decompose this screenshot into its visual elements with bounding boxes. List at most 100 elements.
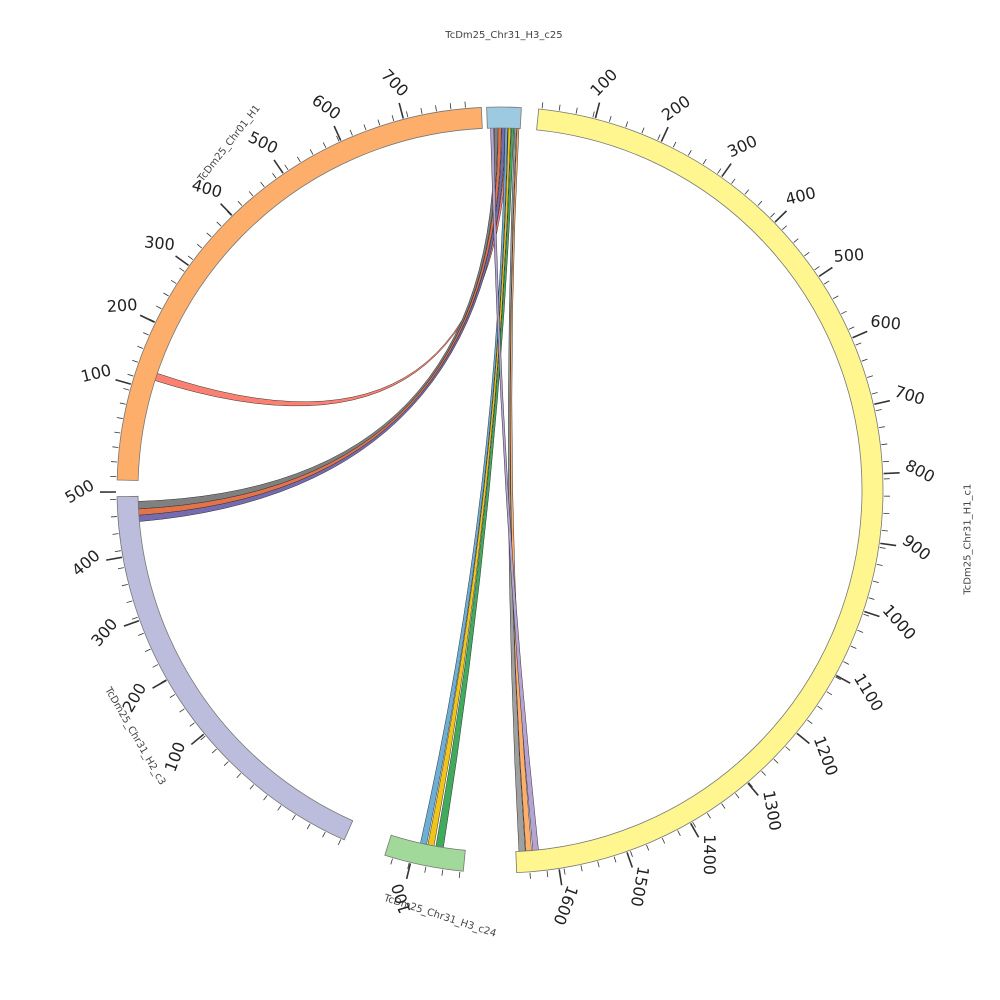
tick-label-tcdm25-chr31-h1-c1-500: 500: [833, 245, 865, 266]
tick-label-tcdm25-chr01-h1-600: 600: [308, 90, 344, 123]
minor-tick: [785, 746, 791, 751]
minor-tick: [435, 105, 437, 112]
major-tick: [818, 266, 833, 278]
minor-tick: [875, 409, 882, 412]
major-tick: [398, 102, 404, 119]
minor-tick: [731, 178, 736, 184]
tick-label-tcdm25-chr31-h2-c3-100: 100: [161, 739, 189, 774]
major-tick: [115, 378, 132, 385]
minor-tick: [757, 200, 763, 206]
minor-tick: [871, 392, 878, 395]
tick-layer: [100, 101, 900, 886]
minor-tick: [119, 402, 126, 405]
minor-tick: [123, 388, 130, 391]
minor-tick: [126, 600, 133, 604]
minor-tick: [260, 181, 265, 188]
major-tick: [123, 619, 140, 627]
minor-tick: [597, 861, 600, 868]
minor-tick: [580, 865, 583, 872]
tick-label-tcdm25-chr01-h1-300: 300: [143, 232, 175, 254]
major-tick: [721, 163, 732, 178]
minor-tick: [211, 748, 217, 754]
major-tick: [747, 782, 759, 796]
minor-tick: [179, 708, 185, 713]
minor-tick: [216, 221, 222, 227]
tick-label-tcdm25-chr01-h1-700: 700: [377, 65, 412, 100]
minor-tick: [458, 871, 461, 878]
minor-tick: [625, 121, 629, 128]
tick-label-tcdm25-chr31-h1-c1-200: 200: [658, 92, 694, 125]
minor-tick: [291, 814, 296, 821]
tick-label-tcdm25-chr31-h1-c1-1000: 1000: [879, 601, 920, 644]
major-tick: [152, 679, 167, 689]
segment-tcdm25-chr31-h3-c25: [486, 106, 522, 129]
tick-label-tcdm25-chr31-h1-c1-600: 600: [869, 311, 902, 333]
minor-tick: [672, 141, 677, 148]
major-tick: [220, 203, 233, 216]
ribbon-tcdm25-chr31-h1-c1-8: [510, 128, 532, 852]
minor-tick: [336, 135, 340, 142]
tick-label-tcdm25-chr31-h2-c3-400: 400: [68, 546, 104, 580]
major-tick: [774, 210, 788, 223]
minor-tick: [868, 597, 875, 600]
major-tick: [626, 852, 634, 868]
tick-label-tcdm25-chr31-h3-c24-100: 100: [388, 881, 415, 916]
minor-tick: [272, 172, 277, 179]
minor-tick: [424, 866, 427, 873]
minor-tick: [735, 793, 740, 799]
segment-tcdm25-chr31-h2-c3: [116, 495, 354, 841]
minor-tick: [155, 305, 162, 310]
minor-tick: [770, 212, 775, 218]
minor-tick: [832, 295, 839, 300]
minor-tick: [263, 795, 268, 801]
major-tick: [175, 255, 190, 267]
ribbon-layer: [137, 127, 539, 852]
minor-tick: [132, 359, 139, 363]
minor-tick: [546, 871, 549, 878]
minor-tick: [464, 101, 466, 108]
tick-label-tcdm25-chr31-h1-c1-400: 400: [783, 183, 817, 209]
tick-label-tcdm25-chr31-h1-c1-1500: 1500: [627, 865, 653, 909]
minor-tick: [223, 761, 229, 766]
segment-tcdm25-chr01-h1: [116, 107, 483, 481]
major-tick: [864, 610, 880, 618]
minor-tick: [609, 116, 612, 123]
major-tick: [835, 674, 851, 684]
minor-tick: [112, 446, 119, 448]
minor-tick: [163, 292, 169, 297]
minor-tick: [826, 691, 833, 696]
minor-tick: [835, 676, 841, 681]
major-tick: [796, 732, 810, 745]
minor-tick: [861, 358, 868, 362]
minor-tick: [807, 719, 813, 724]
major-tick: [106, 556, 123, 561]
tick-label-tcdm25-chr31-h1-c1-700: 700: [892, 382, 927, 409]
minor-tick: [592, 111, 595, 118]
tick-label-tcdm25-chr31-h1-c1-1100: 1100: [850, 670, 887, 715]
minor-tick: [702, 158, 707, 165]
minor-tick: [717, 168, 722, 174]
minor-tick: [363, 124, 367, 131]
minor-tick: [189, 722, 195, 727]
minor-tick: [876, 563, 883, 566]
minor-tick: [196, 243, 203, 249]
minor-tick: [692, 821, 697, 828]
tick-label-tcdm25-chr31-h1-c1-900: 900: [899, 531, 935, 565]
minor-tick: [677, 830, 681, 836]
tick-label-tcdm25-chr31-h1-c1-1600: 1600: [549, 883, 581, 928]
minor-tick: [630, 851, 633, 857]
minor-tick: [131, 616, 138, 620]
minor-tick: [322, 142, 327, 148]
minor-tick: [541, 102, 544, 109]
minor-tick: [773, 758, 779, 764]
minor-tick: [284, 164, 289, 171]
minor-tick: [337, 839, 342, 846]
minor-tick: [277, 805, 282, 811]
minor-tick: [420, 108, 423, 115]
segment-name-tcdm25-chr31-h3-c25: TcDm25_Chr31_H3_c25: [444, 30, 562, 41]
minor-tick: [878, 426, 885, 429]
minor-tick: [114, 550, 121, 553]
minor-tick: [855, 342, 862, 346]
minor-tick: [116, 417, 123, 419]
